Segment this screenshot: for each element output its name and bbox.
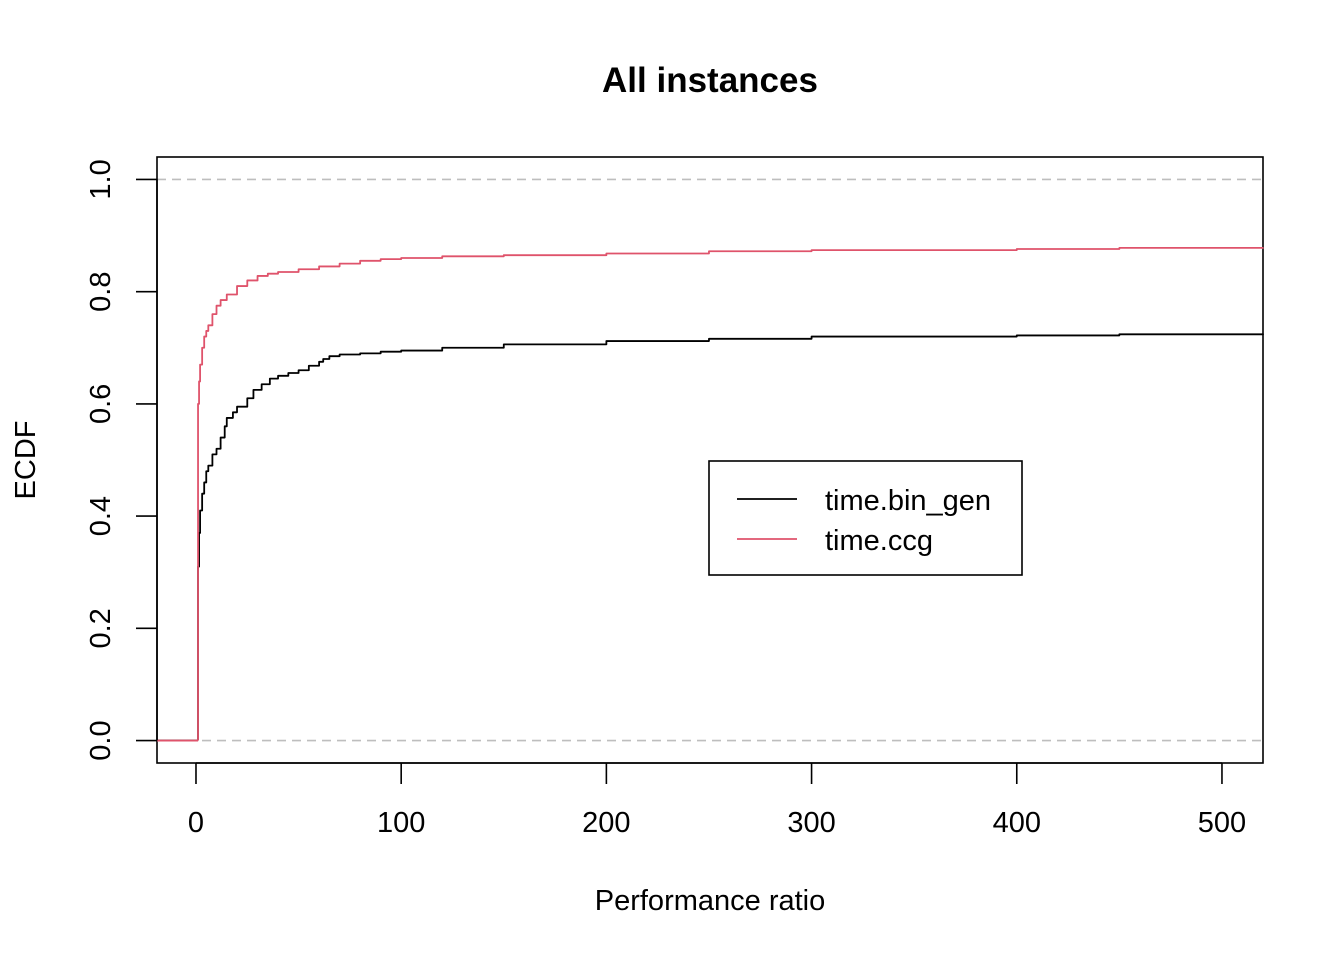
x-tick-label: 500 [1198, 807, 1246, 839]
y-axis: 0.0 0.2 0.4 0.6 0.8 1.0 [85, 159, 158, 761]
y-tick-label: 1.0 [85, 159, 117, 199]
plot-frame [156, 156, 1264, 764]
x-tick-label: 0 [188, 807, 204, 839]
x-axis: 0 100 200 300 400 500 [188, 762, 1246, 839]
y-tick-label: 0.6 [85, 384, 117, 424]
legend: time.bin_gen time.ccg [708, 460, 1023, 576]
y-tick-label: 0.0 [85, 720, 117, 760]
y-tick-label: 0.4 [85, 496, 117, 536]
reference-lines [157, 178, 1263, 742]
series-line-0 [197, 333, 1264, 741]
y-axis-label: ECDF [10, 421, 42, 500]
legend-label-ccg: time.ccg [825, 525, 933, 557]
x-tick-label: 300 [787, 807, 835, 839]
series-lines [157, 247, 1264, 742]
x-axis-label: Performance ratio [595, 885, 826, 917]
y-tick-label: 0.8 [85, 272, 117, 312]
x-tick-label: 200 [582, 807, 630, 839]
y-tick-label: 0.2 [85, 608, 117, 648]
x-tick-label: 100 [377, 807, 425, 839]
chart-title: All instances [602, 61, 818, 100]
x-tick-label: 400 [993, 807, 1041, 839]
series-line-1 [197, 247, 1264, 741]
legend-box [708, 460, 1023, 576]
legend-label-bin-gen: time.bin_gen [825, 485, 991, 517]
